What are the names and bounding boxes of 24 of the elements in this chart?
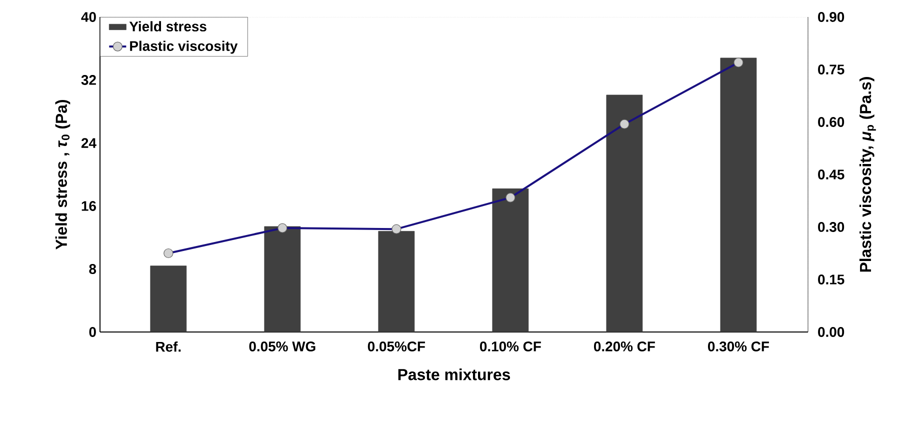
y2-tick-label: 0.15 [818, 274, 844, 284]
y2-tick-label: 0.45 [818, 170, 844, 180]
y-axis-title: Yield stress , τ$_{0}$ (Pa) [55, 100, 70, 250]
y-tick-label: 16 [82, 201, 96, 211]
legend-label: Plastic viscosity [130, 40, 238, 54]
y-tick-label: 0 [89, 327, 96, 337]
y2-tick-label: 0.00 [818, 327, 844, 337]
y2-tick-label: 0.75 [818, 64, 844, 74]
x-tick-label: 0.05%CF [368, 341, 425, 352]
y-tick-label: 40 [81, 12, 96, 22]
y-tick-label: 24 [81, 138, 96, 148]
y2-tick-label: 0.30 [818, 222, 844, 232]
x-tick-label: 0.20% CF [594, 341, 655, 352]
legend-label: Yield stress [129, 21, 206, 32]
x-tick-label: 0.05% WG [249, 341, 316, 352]
x-tick-label: 0.10% CF [480, 341, 541, 352]
y-tick-label: 8 [89, 264, 96, 274]
x-tick-label: 0.30% CF [708, 341, 769, 352]
y2-tick-label: 0.90 [818, 12, 844, 22]
y2-tick-label: 0.60 [818, 117, 844, 127]
y2-axis-title: Plastic viscosity, μ$_{p}$ (Pa.s) [859, 77, 876, 272]
x-axis-title: Paste mixtures [398, 368, 510, 380]
x-tick-label: Ref. [156, 341, 181, 352]
y-tick-label: 32 [81, 75, 96, 85]
